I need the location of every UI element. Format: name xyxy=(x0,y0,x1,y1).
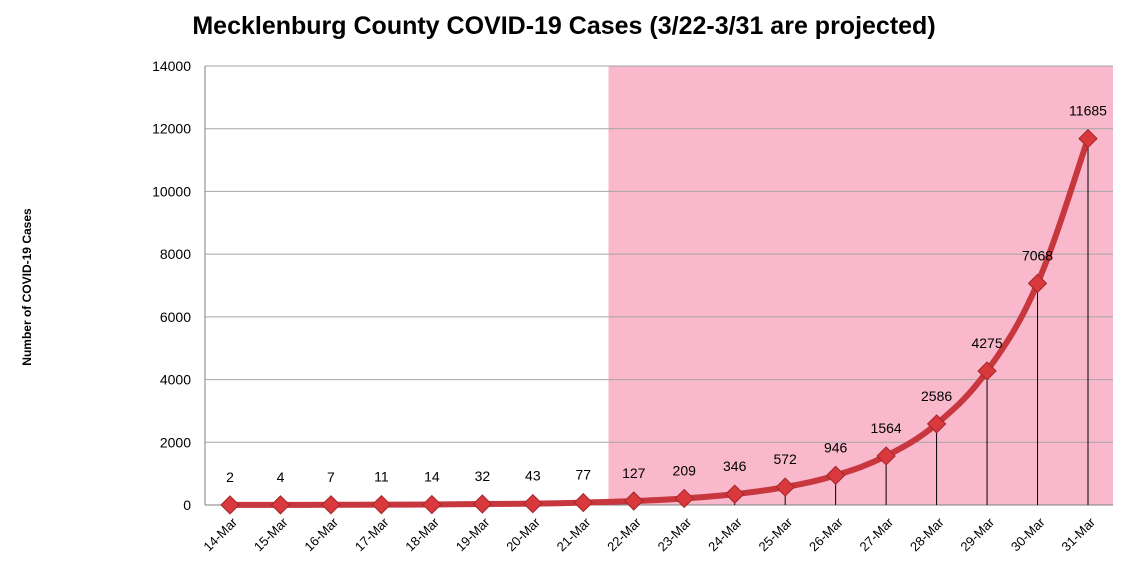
x-tick-label: 16-Mar xyxy=(301,514,341,554)
data-label: 2586 xyxy=(921,388,952,404)
data-point xyxy=(674,488,694,509)
data-point xyxy=(1078,128,1098,149)
x-tick-label: 26-Mar xyxy=(806,514,846,554)
data-label: 572 xyxy=(773,451,797,467)
y-tick-label: 12000 xyxy=(152,121,191,137)
data-point xyxy=(321,495,341,515)
data-point xyxy=(876,446,896,466)
data-label: 7068 xyxy=(1022,247,1053,263)
y-tick-label: 8000 xyxy=(160,246,191,262)
y-tick-label: 0 xyxy=(183,497,191,513)
data-label: 43 xyxy=(525,468,541,484)
chart-title: Mecklenburg County COVID-19 Cases (3/22-… xyxy=(192,12,936,40)
data-label: 1564 xyxy=(871,420,902,436)
y-tick-label: 6000 xyxy=(160,309,191,325)
data-label: 14 xyxy=(424,469,440,485)
x-tick-label: 22-Mar xyxy=(604,514,644,554)
data-label: 346 xyxy=(723,458,747,474)
x-tick-label: 27-Mar xyxy=(857,514,897,554)
x-tick-label: 17-Mar xyxy=(352,514,392,554)
data-label: 4275 xyxy=(971,335,1002,351)
data-point xyxy=(371,494,392,515)
data-label: 946 xyxy=(824,439,848,455)
y-tick-label: 10000 xyxy=(152,183,191,199)
data-point xyxy=(724,484,745,504)
x-tick-label: 28-Mar xyxy=(907,514,947,554)
y-tick-label: 4000 xyxy=(160,372,191,388)
data-point xyxy=(472,494,493,514)
x-tick-label: 25-Mar xyxy=(756,514,796,554)
data-point xyxy=(926,414,947,434)
y-tick-label: 14000 xyxy=(152,58,191,74)
data-point xyxy=(977,361,997,381)
data-label: 209 xyxy=(673,462,697,478)
data-label: 77 xyxy=(576,467,592,483)
data-label: 32 xyxy=(475,468,491,484)
data-point xyxy=(422,494,442,515)
x-tick-label: 21-Mar xyxy=(554,514,594,554)
y-tick-label: 2000 xyxy=(160,434,191,450)
x-tick-label: 15-Mar xyxy=(251,514,291,554)
data-point xyxy=(1027,273,1048,294)
x-tick-label: 14-Mar xyxy=(200,514,240,554)
x-tick-label: 19-Mar xyxy=(453,514,493,554)
data-point xyxy=(220,495,240,515)
data-point xyxy=(270,495,291,515)
data-label: 2 xyxy=(226,469,234,485)
data-point xyxy=(624,491,644,511)
x-tick-label: 29-Mar xyxy=(957,514,997,554)
data-label: 4 xyxy=(277,469,285,485)
data-point xyxy=(573,492,594,513)
data-label: 127 xyxy=(622,465,646,481)
data-label: 11685 xyxy=(1069,103,1107,119)
projected-band xyxy=(608,66,1113,505)
data-point xyxy=(825,465,846,486)
data-point xyxy=(775,477,795,497)
data-point xyxy=(523,493,543,514)
data-label: 11 xyxy=(374,469,389,485)
x-tick-label: 30-Mar xyxy=(1008,514,1048,554)
x-tick-label: 31-Mar xyxy=(1058,514,1098,554)
data-label: 7 xyxy=(327,469,335,485)
x-tick-label: 24-Mar xyxy=(705,514,745,554)
x-tick-label: 20-Mar xyxy=(503,514,543,554)
x-tick-label: 18-Mar xyxy=(402,514,442,554)
x-tick-label: 23-Mar xyxy=(655,514,695,554)
